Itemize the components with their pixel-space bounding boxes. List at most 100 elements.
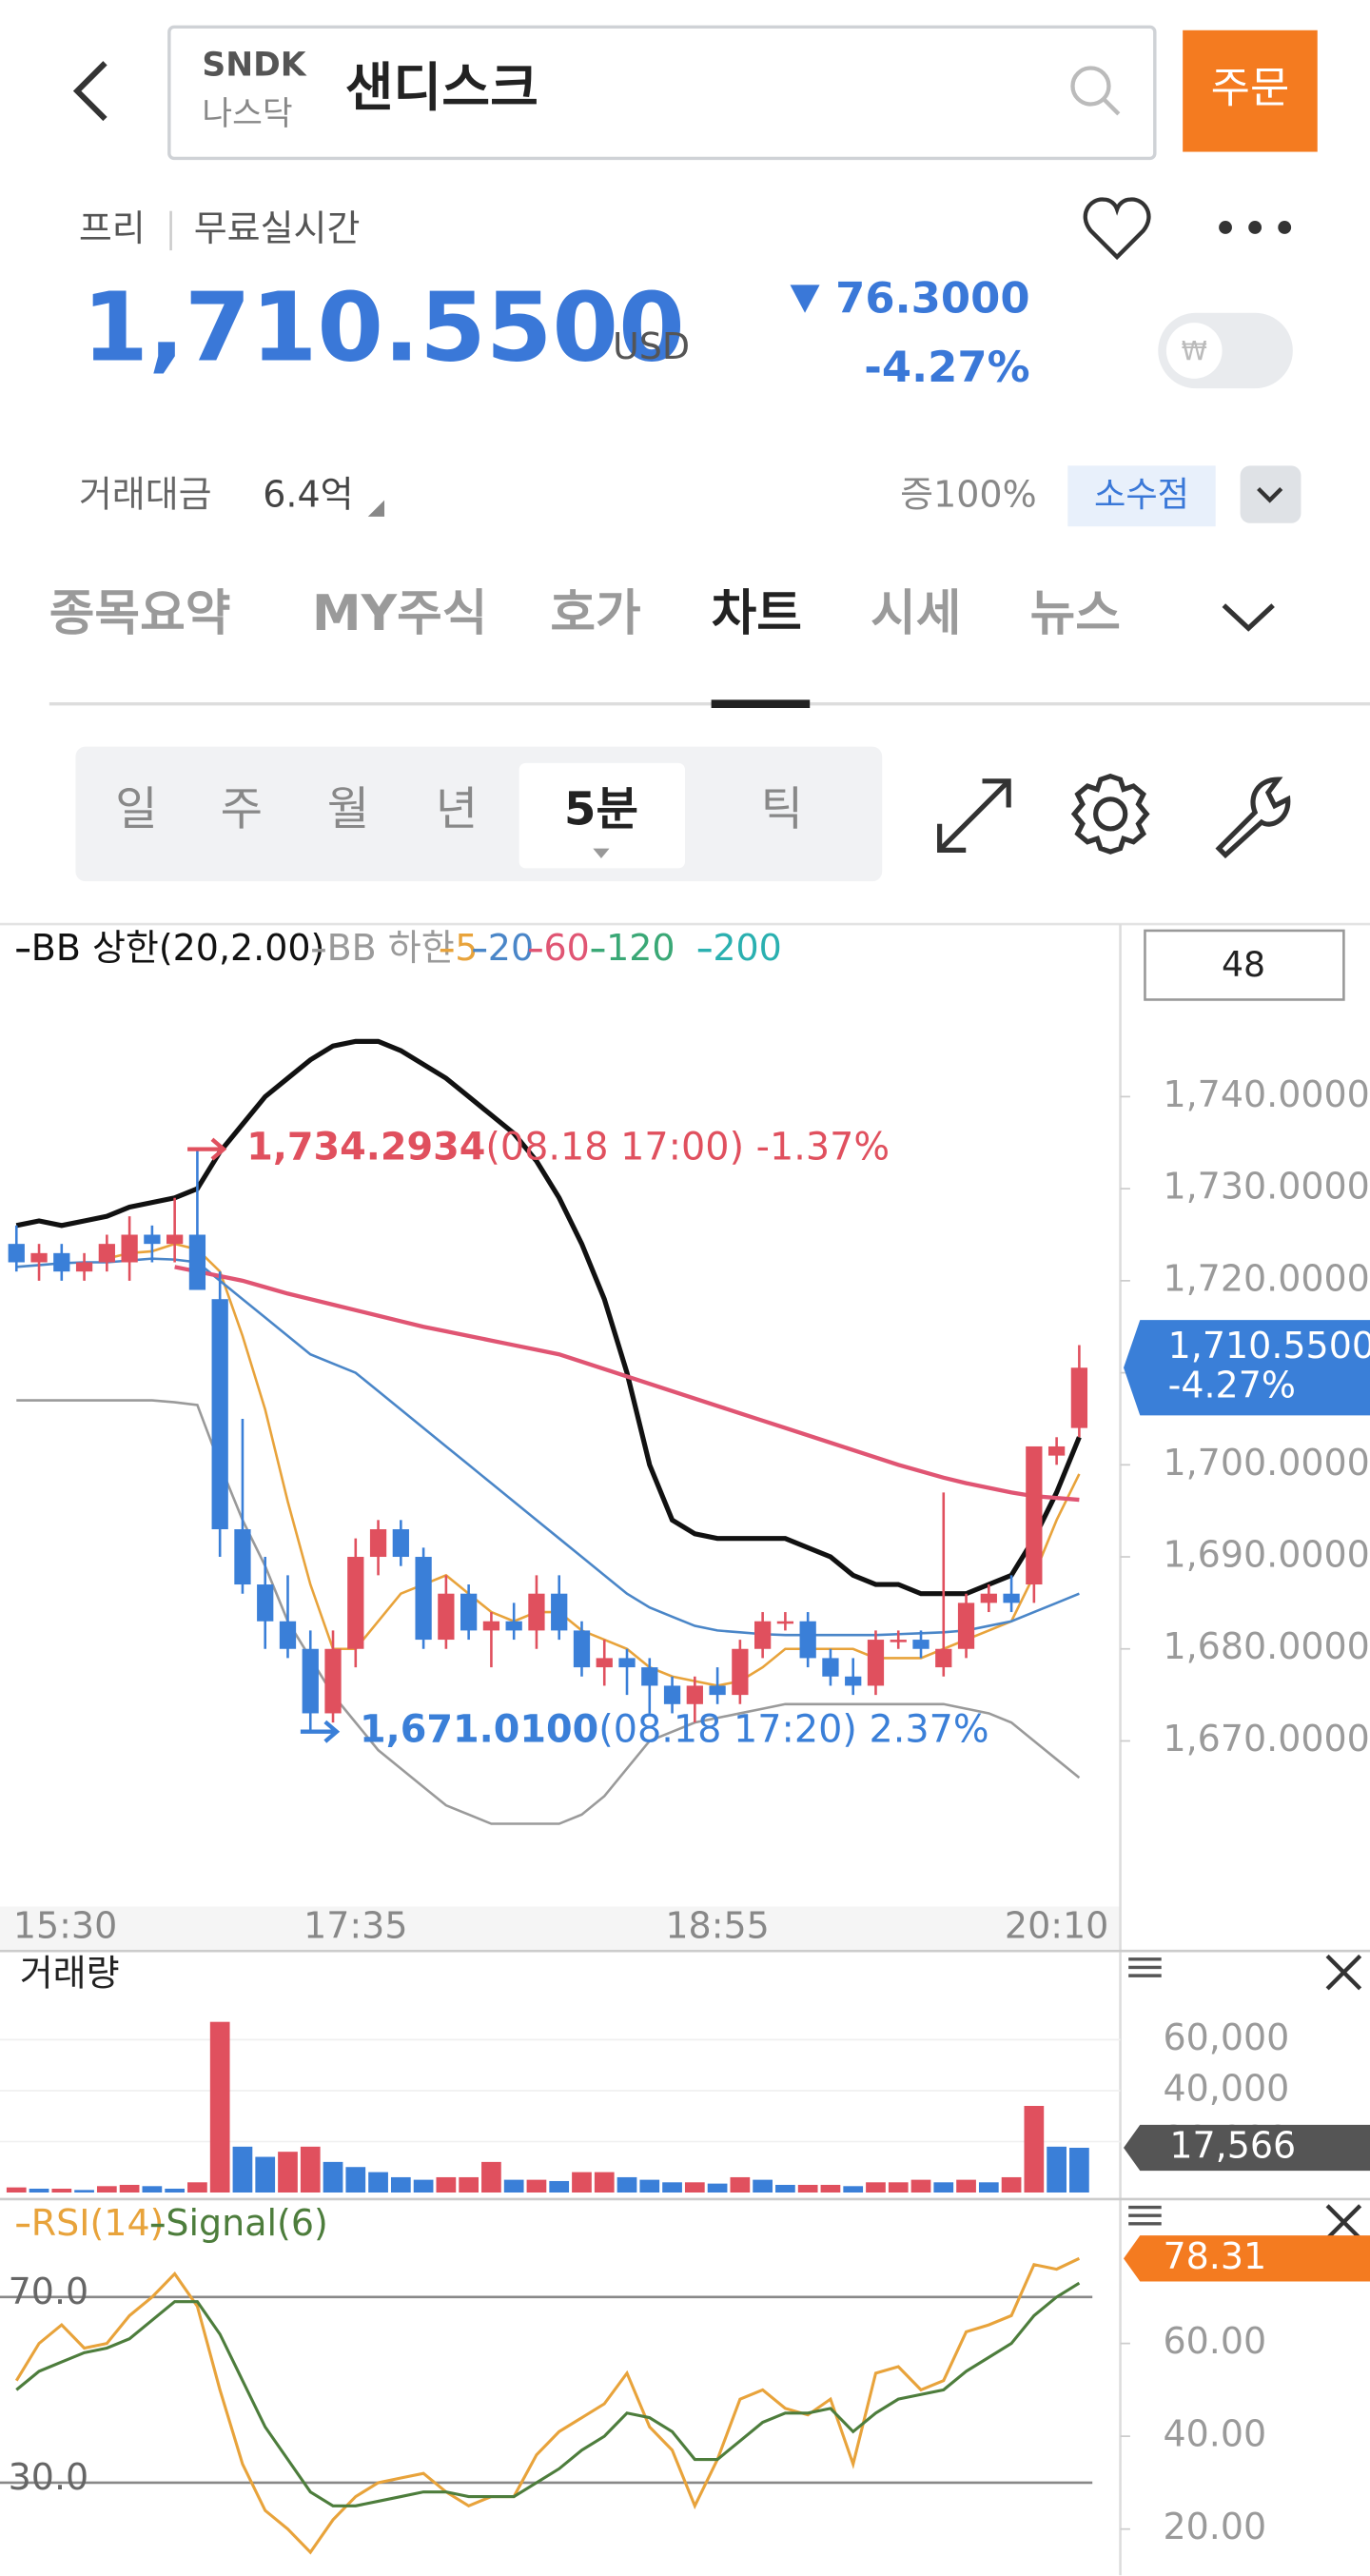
volume-bar [51,2188,72,2193]
candle-body [302,1648,319,1714]
rsi-close[interactable] [1325,2204,1362,2240]
volume-bar [1047,2146,1067,2193]
volume-bar [209,2021,230,2193]
volume-bar [390,2176,411,2193]
tab[interactable]: MY주식 [312,585,487,642]
level-label: 30.0 [9,2456,89,2498]
down-triangle [790,285,820,313]
current-rsi: 78.31 [1163,2235,1266,2277]
y-tick-label: 1,730.0000 [1163,1166,1369,1208]
active-period-bg [519,762,685,869]
search-icon[interactable] [1070,66,1121,116]
volume-bar [74,2190,94,2193]
volume-bar [753,2179,773,2193]
amount-label: 거래대금 [79,474,212,516]
y-tick-label: 20.00 [1163,2506,1266,2547]
volume-close[interactable] [1325,1954,1362,1991]
volume-bar [662,2182,682,2193]
volume-bar [187,2182,207,2193]
margin: 증100% [900,474,1036,516]
back-button[interactable] [72,61,108,122]
volume-bar [888,2182,909,2193]
currency: USD [613,325,690,367]
volume-bar [1069,2147,1089,2193]
period-tab[interactable]: 주 [221,783,263,836]
volume-bar [684,2182,705,2193]
tab[interactable]: 호가 [550,585,640,642]
volume-bar [797,2184,818,2193]
y-tick-label: 40,000 [1163,2067,1289,2109]
candle-body [551,1593,568,1631]
candle-body [53,1252,70,1272]
count-box[interactable] [1144,929,1345,1001]
session: 프리 [79,207,146,249]
volume-bar [165,2188,186,2193]
candle-body [75,1262,93,1272]
legend-label: 120 [606,927,675,969]
volume-bar [572,2172,592,2193]
volume-bar [323,2161,343,2193]
annotation-value: 1,734.2934 [246,1125,485,1169]
volume-bar [278,2152,298,2193]
period-tab[interactable]: 년 [436,783,478,836]
annotation-detail: (08.18 17:00) -1.37% [485,1125,890,1169]
toggle-knob [1165,323,1223,379]
volume-bar [910,2179,931,2193]
tab[interactable]: 차트 [712,585,802,642]
rsi-line [15,2281,1081,2507]
candle-body [166,1234,184,1245]
tools-button[interactable] [1215,777,1291,859]
period-tab[interactable]: 일 [115,783,157,836]
volume-bar [413,2179,434,2193]
current-price: 1,710.5500 [1168,1325,1370,1367]
volume-bar [255,2156,276,2193]
settings-button[interactable] [1070,773,1150,855]
tab[interactable]: 시세 [871,585,961,642]
candle-body [30,1252,48,1263]
expand-quote[interactable] [1240,465,1302,523]
search-box[interactable] [167,25,1157,161]
period-tab[interactable]: 틱 [761,783,803,836]
period-tab[interactable]: 5분 [564,783,638,836]
volume-bar [730,2176,751,2193]
candle-body [98,1244,115,1263]
volume-bar [956,2179,976,2193]
favorite-button[interactable] [1083,197,1151,261]
candle-body [528,1593,545,1631]
candle-body [369,1529,387,1558]
candle-body [641,1667,658,1686]
volume-bar [616,2176,637,2193]
indicator-line [107,1242,1081,1687]
more-button[interactable] [1219,221,1292,234]
volume-bar [549,2180,570,2193]
volume-bar [300,2146,321,2193]
amount: 6.4억 [263,474,353,516]
legend-label: 60 [544,927,590,969]
volume-bar [6,2187,27,2193]
candle-body [324,1648,342,1714]
period-tab[interactable]: 월 [327,783,369,836]
candle-body [776,1621,794,1624]
decimal-badge[interactable] [1067,465,1216,527]
tabs-more[interactable] [1222,603,1275,632]
tab[interactable]: 뉴스 [1030,585,1121,642]
candle-body [1070,1367,1088,1428]
period-caret [593,848,610,858]
candle-body [1026,1445,1043,1585]
volume-menu[interactable] [1128,1957,1162,1977]
decimal-label: 소수점 [1094,474,1189,515]
order-label: 주문 [1211,63,1290,113]
volume-bar [345,2167,366,2193]
rsi-menu[interactable] [1128,2205,1162,2226]
candle-body [460,1593,478,1631]
candle-body [482,1621,500,1631]
tab[interactable]: 종목요약 [49,585,231,642]
realtime: 무료실시간 [194,207,361,249]
volume-bar [232,2146,253,2193]
stock-name: 샌디스크 [345,58,538,119]
order-button[interactable] [1183,29,1318,152]
exchange: 나스닥 [202,95,292,133]
price: 1,710.5500 [82,272,684,383]
fullscreen-button[interactable] [937,778,1011,853]
